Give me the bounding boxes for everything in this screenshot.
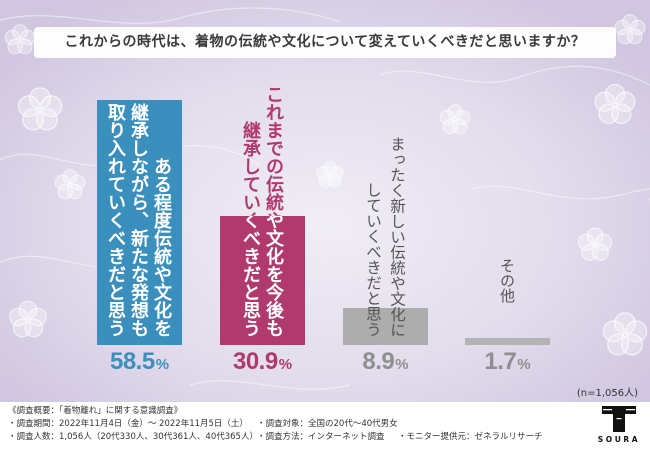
survey-period: ・調査期間：2022年11月4日（金）～ 2022年11月5日（土） [8, 419, 248, 429]
sample-size-note: (n=1,056人) [576, 388, 638, 399]
survey-provider: ・モニター提供元：ゼネラルリサーチ [398, 432, 543, 442]
value-label: 8.9% [326, 348, 446, 379]
survey-respondents: ・調査人数：1,056人（20代330人、30代361人、40代365人） [8, 432, 258, 442]
value-unit: % [517, 356, 531, 373]
plum-blossom-decoration [17, 87, 63, 131]
value-label: 1.7% [448, 348, 568, 379]
category-label-line: これまでの伝統や文化を今後も [262, 216, 285, 337]
plum-blossom-decoration [614, 14, 646, 45]
wave-decoration [379, 65, 650, 86]
category-label-line: 継承しながら、新たな発想も [128, 103, 149, 337]
bar-other [465, 337, 550, 345]
category-label-line: 継承していくべきだと思う [240, 121, 261, 337]
value-label: 58.5% [80, 348, 200, 379]
survey-footer: 《調査概要：「着物離れ」に関する意識調査》 ・調査期間：2022年11月4日（金… [0, 402, 650, 450]
value-number: 58.5 [109, 348, 155, 375]
plum-blossom-decoration [439, 104, 471, 135]
category-label-line: していくべきだと思う [364, 182, 382, 337]
survey-target: ・調査対象：全国の20代～40代男女 [257, 419, 398, 429]
plum-blossom-decoration [602, 312, 648, 356]
background-pattern [0, 7, 650, 390]
wave-decoration [469, 185, 650, 201]
plum-blossom-decoration [577, 227, 613, 261]
category-label-line: その他 [498, 258, 516, 303]
plum-blossom-decoration [9, 300, 47, 338]
category-label-line: まったく新しい伝統や文化に [388, 135, 406, 338]
bar-keep-tradition [220, 215, 305, 345]
category-label: まったく新しい伝統や文化に していくべきだと思う [361, 120, 409, 338]
category-label-line: 取り入れていくべきだと思う [105, 103, 126, 337]
value-number: 1.7 [484, 348, 517, 375]
plum-blossom-decoration [316, 160, 344, 188]
survey-method: ・調査方法：インターネット調査 [257, 432, 385, 442]
chart-title: これからの時代は、着物の伝統や文化について変えていくべきだと思いますか？ [34, 27, 616, 58]
wave-decoration [189, 380, 351, 390]
survey-heading: 《調査概要：「着物離れ」に関する意識調査》 [8, 406, 183, 416]
plum-blossom-decoration [4, 24, 36, 55]
soura-logo-icon [602, 406, 636, 432]
value-label: 30.9% [203, 348, 323, 379]
value-unit: % [155, 356, 170, 373]
value-number: 30.9 [232, 348, 278, 375]
value-unit: % [395, 356, 409, 373]
category-label: これまでの伝統や文化を今後も 継承していくべきだと思う [239, 121, 285, 337]
category-label: ある程度伝統や文化を 継承しながら、新たな発想も 取り入れていくべきだと思う [104, 90, 173, 337]
logo-text: SOURA [597, 435, 641, 444]
value-unit: % [278, 356, 293, 373]
plum-blossom-decoration [594, 83, 636, 124]
bar-inherit-tradition-with-new-ideas [97, 100, 182, 345]
bar-completely-new-tradition [343, 307, 428, 345]
category-label-line: ある程度伝統や文化を [151, 157, 172, 337]
wave-decoration [0, 7, 341, 24]
plum-blossom-decoration [54, 169, 86, 200]
category-label: その他 [496, 255, 518, 303]
value-number: 8.9 [362, 348, 395, 375]
